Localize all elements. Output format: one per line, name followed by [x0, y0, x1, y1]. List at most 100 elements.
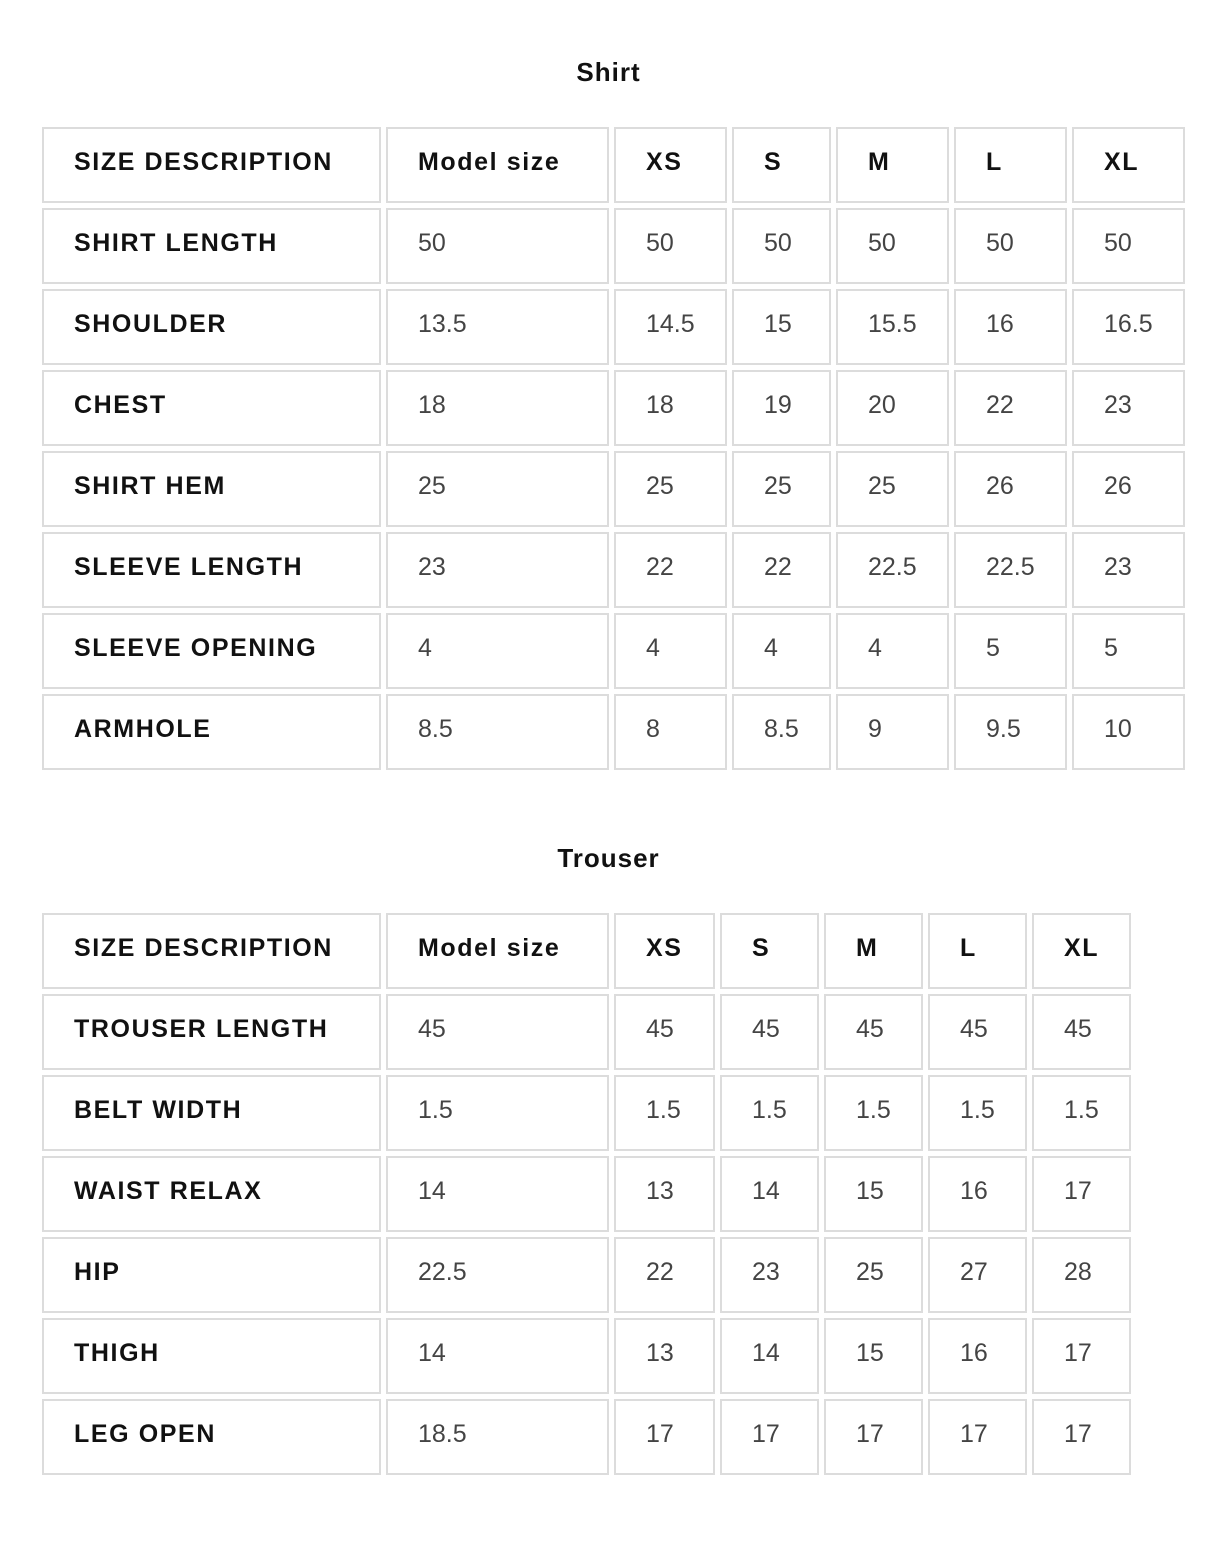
table-cell: 23 — [720, 1237, 819, 1313]
table-cell: 50 — [836, 208, 949, 284]
trouser-size-table: SIZE DESCRIPTION Model size XS S M L XL TROUSER… — [37, 908, 1136, 1480]
table-cell: 18 — [614, 370, 727, 446]
table-cell: 17 — [614, 1399, 715, 1475]
table-cell: 14 — [386, 1156, 609, 1232]
table-cell: 14.5 — [614, 289, 727, 365]
table-cell: 26 — [954, 451, 1067, 527]
row-label: SLEEVE LENGTH — [42, 532, 381, 608]
table-cell: 28 — [1032, 1237, 1131, 1313]
table-cell: 23 — [1072, 370, 1185, 446]
table-cell: 16 — [928, 1318, 1027, 1394]
header-row: SIZE DESCRIPTION Model size XS S M L XL — [42, 127, 1185, 203]
table-cell: 25 — [732, 451, 831, 527]
table-cell: 17 — [1032, 1399, 1131, 1475]
table-cell: 20 — [836, 370, 949, 446]
table-row: HIP 22.5 22 23 25 27 28 — [42, 1237, 1131, 1313]
header-row: SIZE DESCRIPTION Model size XS S M L XL — [42, 913, 1131, 989]
table-row: WAIST RELAX 14 13 14 15 16 17 — [42, 1156, 1131, 1232]
table-cell: 4 — [732, 613, 831, 689]
table-cell: 16 — [928, 1156, 1027, 1232]
table-row: SHIRT LENGTH 50 50 50 50 50 50 — [42, 208, 1185, 284]
table-cell: 16 — [954, 289, 1067, 365]
row-label: WAIST RELAX — [42, 1156, 381, 1232]
table-cell: 45 — [928, 994, 1027, 1070]
table-cell: 23 — [1072, 532, 1185, 608]
table-cell: 17 — [1032, 1318, 1131, 1394]
table-row: BELT WIDTH 1.5 1.5 1.5 1.5 1.5 1.5 — [42, 1075, 1131, 1151]
table-cell: 16.5 — [1072, 289, 1185, 365]
column-header: SIZE DESCRIPTION — [42, 127, 381, 203]
table-cell: 25 — [824, 1237, 923, 1313]
table-cell: 23 — [386, 532, 609, 608]
row-label: TROUSER LENGTH — [42, 994, 381, 1070]
table-cell: 50 — [1072, 208, 1185, 284]
column-header: XS — [614, 127, 727, 203]
table-cell: 17 — [824, 1399, 923, 1475]
table-cell: 15.5 — [836, 289, 949, 365]
row-label: SHOULDER — [42, 289, 381, 365]
table-row: SHIRT HEM 25 25 25 25 26 26 — [42, 451, 1185, 527]
table-cell: 8.5 — [386, 694, 609, 770]
table-row: TROUSER LENGTH 45 45 45 45 45 45 — [42, 994, 1131, 1070]
table-cell: 13 — [614, 1318, 715, 1394]
table-cell: 15 — [824, 1156, 923, 1232]
table-cell: 22.5 — [386, 1237, 609, 1313]
table-cell: 1.5 — [386, 1075, 609, 1151]
table-cell: 1.5 — [928, 1075, 1027, 1151]
table-cell: 45 — [824, 994, 923, 1070]
table-cell: 1.5 — [824, 1075, 923, 1151]
table-cell: 50 — [386, 208, 609, 284]
column-header: S — [732, 127, 831, 203]
table-cell: 5 — [1072, 613, 1185, 689]
table-cell: 25 — [614, 451, 727, 527]
table-row: SHOULDER 13.5 14.5 15 15.5 16 16.5 — [42, 289, 1185, 365]
table-cell: 9.5 — [954, 694, 1067, 770]
row-label: ARMHOLE — [42, 694, 381, 770]
table-cell: 5 — [954, 613, 1067, 689]
table-row: SLEEVE OPENING 4 4 4 4 5 5 — [42, 613, 1185, 689]
table-cell: 4 — [614, 613, 727, 689]
table-cell: 15 — [824, 1318, 923, 1394]
row-label: SLEEVE OPENING — [42, 613, 381, 689]
column-header: L — [954, 127, 1067, 203]
row-label: SHIRT LENGTH — [42, 208, 381, 284]
column-header: L — [928, 913, 1027, 989]
column-header: S — [720, 913, 819, 989]
table-cell: 14 — [386, 1318, 609, 1394]
row-label: HIP — [42, 1237, 381, 1313]
table-cell: 45 — [614, 994, 715, 1070]
table-cell: 22 — [614, 1237, 715, 1313]
column-header: M — [836, 127, 949, 203]
table-cell: 18 — [386, 370, 609, 446]
table-cell: 13.5 — [386, 289, 609, 365]
table-cell: 50 — [732, 208, 831, 284]
row-label: BELT WIDTH — [42, 1075, 381, 1151]
table-cell: 50 — [954, 208, 1067, 284]
column-header: M — [824, 913, 923, 989]
table-cell: 8.5 — [732, 694, 831, 770]
table-cell: 25 — [836, 451, 949, 527]
table-cell: 10 — [1072, 694, 1185, 770]
column-header: Model size — [386, 913, 609, 989]
table-cell: 45 — [1032, 994, 1131, 1070]
table-cell: 22 — [954, 370, 1067, 446]
column-header: SIZE DESCRIPTION — [42, 913, 381, 989]
column-header: XL — [1032, 913, 1131, 989]
table-cell: 17 — [720, 1399, 819, 1475]
row-label: SHIRT HEM — [42, 451, 381, 527]
table-cell: 50 — [614, 208, 727, 284]
shirt-title: Shirt — [576, 57, 641, 87]
table-cell: 4 — [386, 613, 609, 689]
table-cell: 45 — [720, 994, 819, 1070]
row-label: LEG OPEN — [42, 1399, 381, 1475]
table-cell: 8 — [614, 694, 727, 770]
column-header: XS — [614, 913, 715, 989]
table-cell: 1.5 — [1032, 1075, 1131, 1151]
table-cell: 45 — [386, 994, 609, 1070]
column-header: XL — [1072, 127, 1185, 203]
table-cell: 22.5 — [954, 532, 1067, 608]
shirt-size-table: SIZE DESCRIPTION Model size XS S M L XL SHIRT L… — [37, 122, 1190, 775]
table-cell: 27 — [928, 1237, 1027, 1313]
table-row: THIGH 14 13 14 15 16 17 — [42, 1318, 1131, 1394]
table-cell: 14 — [720, 1318, 819, 1394]
